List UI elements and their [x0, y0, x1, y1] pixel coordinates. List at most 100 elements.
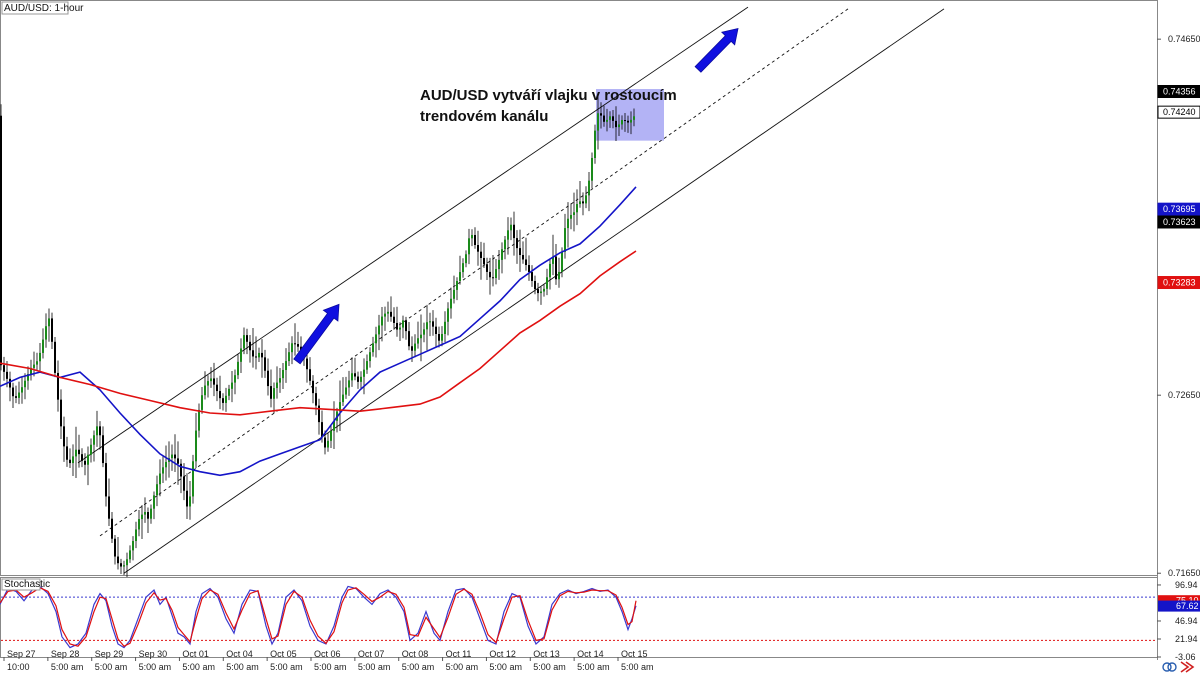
candle	[282, 362, 284, 390]
candle-body	[402, 320, 404, 328]
time-tick-time: 5:00 am	[182, 662, 215, 672]
candle	[516, 230, 518, 264]
candle-body	[264, 357, 266, 371]
candle-body	[585, 195, 587, 204]
candle	[213, 362, 215, 397]
candle-body	[279, 378, 281, 383]
candle-body	[96, 426, 98, 436]
candle	[132, 536, 134, 561]
candle	[513, 211, 515, 256]
time-tick-time: 5:00 am	[621, 662, 654, 672]
time-tick-date: Oct 08	[402, 649, 429, 659]
candle	[450, 287, 452, 319]
candle	[294, 323, 296, 356]
candle	[612, 110, 614, 129]
candle	[267, 358, 269, 396]
candle-body	[522, 255, 524, 260]
candle-body	[621, 120, 623, 125]
price-tag-label: 0.73623	[1163, 217, 1196, 227]
candle-body	[525, 259, 527, 266]
candle	[360, 371, 362, 390]
candle	[291, 336, 293, 365]
candle-body	[597, 113, 599, 131]
candle	[138, 510, 140, 537]
candle	[354, 357, 356, 381]
candle	[369, 347, 371, 368]
candle-body	[519, 248, 521, 256]
candle	[36, 352, 38, 371]
candle-body	[459, 272, 461, 281]
candle-body	[381, 316, 383, 326]
candle-body	[252, 350, 254, 357]
candle-body	[231, 382, 233, 389]
time-tick-date: Oct 06	[314, 649, 341, 659]
stochastic-pane	[0, 585, 1157, 649]
candle-body	[225, 395, 227, 403]
candle	[240, 338, 242, 373]
candle-body	[72, 456, 74, 464]
scroll-right-icon[interactable]	[1180, 661, 1195, 673]
moving-average-0	[0, 186, 637, 477]
candle-body	[81, 454, 83, 461]
candle-body	[57, 372, 59, 400]
candle	[243, 327, 245, 355]
candle	[504, 236, 506, 260]
candle	[429, 312, 431, 337]
candle	[474, 227, 476, 249]
candle	[57, 360, 59, 412]
candle-body	[186, 490, 188, 507]
candle	[579, 181, 581, 208]
candle	[351, 357, 353, 387]
stochastic-title: Stochastic	[4, 579, 50, 590]
candle-body	[3, 365, 5, 372]
candle-body	[483, 257, 485, 265]
candle-body	[234, 375, 236, 383]
price-tag-label: 0.74240	[1163, 107, 1196, 117]
candle	[591, 152, 593, 189]
candle	[228, 384, 230, 401]
candle	[78, 434, 80, 468]
candle-body	[570, 214, 572, 219]
candle-body	[420, 334, 422, 339]
candle-body	[291, 343, 293, 353]
candle-body	[555, 256, 557, 280]
candle-body	[540, 291, 542, 294]
candle-body	[564, 228, 566, 252]
candle	[189, 481, 191, 520]
time-tick-time: 5:00 am	[139, 662, 172, 672]
candle	[75, 426, 77, 478]
candle	[378, 314, 380, 351]
candle-body	[366, 361, 368, 370]
channel-line-2	[123, 8, 945, 574]
price-tag-box	[1157, 85, 1200, 99]
candle	[246, 328, 248, 355]
price-tick-label: 0.74650	[1168, 34, 1200, 44]
candle	[486, 257, 488, 281]
candle	[456, 277, 458, 301]
candle	[249, 334, 251, 363]
candle-body	[198, 409, 200, 431]
candle-body	[171, 454, 173, 459]
candle	[447, 302, 449, 336]
main-title-box	[1, 1, 69, 15]
candle-body	[42, 339, 44, 353]
chart-link-icon[interactable]	[1162, 662, 1177, 672]
candle-body	[78, 449, 80, 455]
candle-body	[627, 120, 629, 123]
candle-body	[117, 556, 119, 564]
time-tick-date: Oct 01	[182, 649, 209, 659]
candle	[39, 342, 41, 372]
price-tag-box	[1157, 276, 1200, 290]
candle-body	[159, 473, 161, 485]
candle	[15, 385, 17, 404]
candle	[315, 386, 317, 416]
candle-body	[153, 495, 155, 509]
stoch-tag-label: 67.62	[1176, 601, 1199, 611]
candle	[324, 430, 326, 455]
candle	[108, 478, 110, 527]
time-tick-date: Sep 30	[139, 649, 168, 659]
price-tag-box	[1157, 202, 1200, 216]
candle	[381, 307, 383, 342]
candle-body	[330, 430, 332, 441]
candle	[510, 217, 512, 241]
